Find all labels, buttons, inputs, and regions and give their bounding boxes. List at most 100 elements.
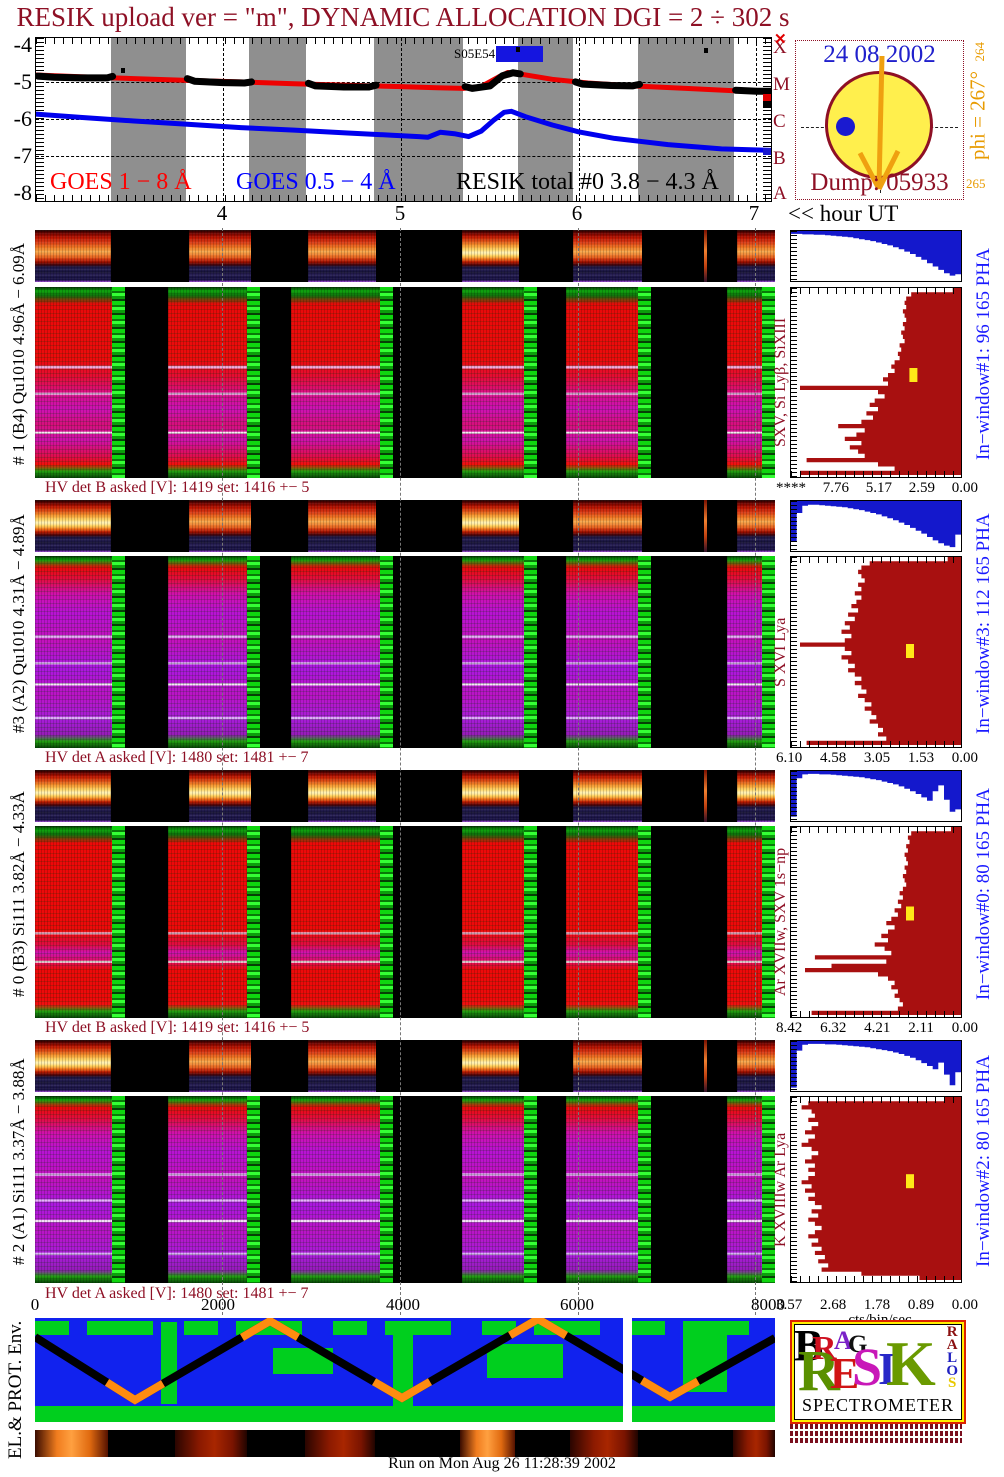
spectrogram-segment: [168, 287, 247, 478]
colour-strip-segment: [305, 1430, 375, 1457]
electron-proton-env-panel: [35, 1318, 775, 1422]
spectrogram-green-column: [380, 826, 393, 1018]
axis-tick: 0.00: [951, 1297, 978, 1313]
colour-strip-segment: [733, 1430, 775, 1457]
axis-tick: 6.10: [776, 750, 803, 766]
spectral-lines-label-window3: S XVI Lya: [772, 617, 789, 687]
channel-label-window3: #3 (A2) Qu1010 4.31Å − 4.89Å: [9, 514, 28, 734]
raw-pha-hist-window0: [790, 770, 962, 822]
logo-solar-letter: R: [946, 1324, 958, 1341]
hist-ticks: [791, 1097, 961, 1103]
spectrogram-green-column: [380, 1096, 393, 1283]
spectrogram-window0: [35, 826, 775, 1018]
logo-solar-letter: S: [947, 1375, 957, 1392]
env-green-baseline: [35, 1406, 775, 1422]
spectrogram-green-column: [524, 556, 537, 748]
axis-tick: 8.42: [776, 1020, 803, 1036]
image-strip-segment: [737, 1040, 775, 1092]
seconds-tick: 0: [30, 1295, 40, 1314]
spectrogram-green-column: [380, 556, 393, 748]
logo-letter: I: [878, 1343, 896, 1394]
spectrogram-green-column: [638, 1096, 651, 1283]
spectrogram-green-column: [762, 287, 775, 478]
spectrogram-thin-segment: [704, 230, 707, 282]
hist-ticks: [791, 557, 961, 563]
image-strip-segment: [189, 230, 251, 282]
spectrogram-green-column: [112, 1096, 125, 1283]
hist-ticks: [791, 1041, 797, 1091]
hist-ticks: [791, 557, 797, 747]
image-strip-segment: [737, 500, 775, 552]
spectrogram-green-column: [112, 826, 125, 1018]
spectrogram-segment: [727, 1096, 762, 1283]
spectral-lines-label-window1: SXV, Si Lyβ, SiXIII: [772, 317, 789, 448]
data-speck: [121, 68, 125, 73]
active-region-spot: [836, 117, 855, 136]
logo-solar-letter: L: [947, 1349, 958, 1366]
in-window0-label: In−window#0: 80 165 PHA: [973, 788, 994, 1000]
spectrogram-green-column: [247, 287, 260, 478]
spectrogram-window3: [35, 556, 775, 748]
seconds-tick: 6000: [560, 1295, 594, 1314]
hour-tick-label: 6: [571, 201, 583, 225]
spectrogram-segment: [168, 826, 247, 1018]
hour-tick-label: 4: [216, 201, 228, 225]
pha-spectrum-window1: [790, 287, 962, 478]
image-strip-segment: [35, 1040, 111, 1092]
logo-letter: K: [886, 1328, 936, 1399]
spectrogram-green-column: [524, 287, 537, 478]
image-strip-window2: [35, 1040, 775, 1092]
hist-ticks: [791, 231, 797, 281]
channel-label-window0: # 0 (B3) Si111 3.82Å − 4.33Å: [9, 791, 28, 997]
colour-strip-segment: [460, 1430, 515, 1457]
legend-goes-1-8: GOES 1 − 8 Å: [50, 169, 192, 195]
hour-axis-label: << hour UT: [788, 201, 899, 226]
spectrogram-segment: [462, 1096, 524, 1283]
pha-axis-window2: 3.57 2.68 1.78 0.89 0.00: [776, 1297, 978, 1314]
axis-tick: 0.89: [907, 1297, 935, 1313]
logo-letter: A: [834, 1326, 853, 1355]
orbit-number-top: 264: [972, 42, 987, 62]
hist-ticks: [791, 501, 797, 551]
y-axis-ticks-left: [36, 38, 44, 201]
spectrogram-window2: [35, 1096, 775, 1283]
logo-letter: S: [852, 1337, 883, 1397]
orbit-altitude-zigzag: [35, 1318, 775, 1405]
axis-tick: 0.00: [951, 480, 978, 496]
seconds-tick: 8000: [751, 1295, 785, 1314]
hist-ticks: [791, 827, 961, 833]
axis-tick: 6.32: [820, 1020, 847, 1036]
image-strip-window1: [35, 230, 775, 282]
current-level-marker-black: [763, 101, 771, 108]
spectrogram-green-column: [762, 556, 775, 748]
spectrogram-segment: [291, 826, 380, 1018]
data-speck: [516, 47, 520, 52]
spectrogram-green-column: [524, 1096, 537, 1283]
spectrogram-segment: [727, 826, 762, 1018]
image-strip-segment: [462, 500, 519, 552]
in-window1-label: In−window#1: 96 165 PHA: [973, 248, 994, 460]
spectrogram-thin-segment: [704, 770, 707, 822]
colour-strip-segment: [570, 1430, 638, 1457]
hv-status-text: HV det B asked [V]: 1419 set: 1416 +− 5: [45, 479, 310, 496]
image-strip-window0: [35, 770, 775, 822]
spectrogram-green-column: [524, 826, 537, 1018]
hourline-5: [401, 38, 402, 201]
orbit-number-bottom: 265: [966, 176, 986, 191]
spectrogram-segment: [462, 556, 524, 748]
axis-tick: 0.00: [951, 750, 978, 766]
in-window2-label: In−window#2: 80 165 PHA: [973, 1055, 994, 1268]
hour-tick-label: 5: [394, 201, 406, 225]
legend-goes-05-4: GOES 0.5 − 4 Å: [236, 169, 396, 195]
env-data-gap: [623, 1318, 632, 1422]
axis-tick: 4.21: [864, 1020, 891, 1036]
legend-resik-total: RESIK total #0 3.8 − 4.3 Å: [456, 169, 719, 195]
image-strip-segment: [308, 1040, 376, 1092]
image-strip-segment: [573, 500, 642, 552]
current-level-marker-blue: [763, 148, 771, 155]
channel-label-window2: # 2 (A1) Si111 3.37Å − 3.88Å: [9, 1058, 28, 1265]
pha-axis-window3: 6.10 4.58 3.05 1.53 0.00: [776, 750, 978, 767]
goes-class-label: B: [773, 148, 786, 169]
spectrogram-green-column: [380, 287, 393, 478]
logo-solar-letter: O: [946, 1362, 958, 1379]
